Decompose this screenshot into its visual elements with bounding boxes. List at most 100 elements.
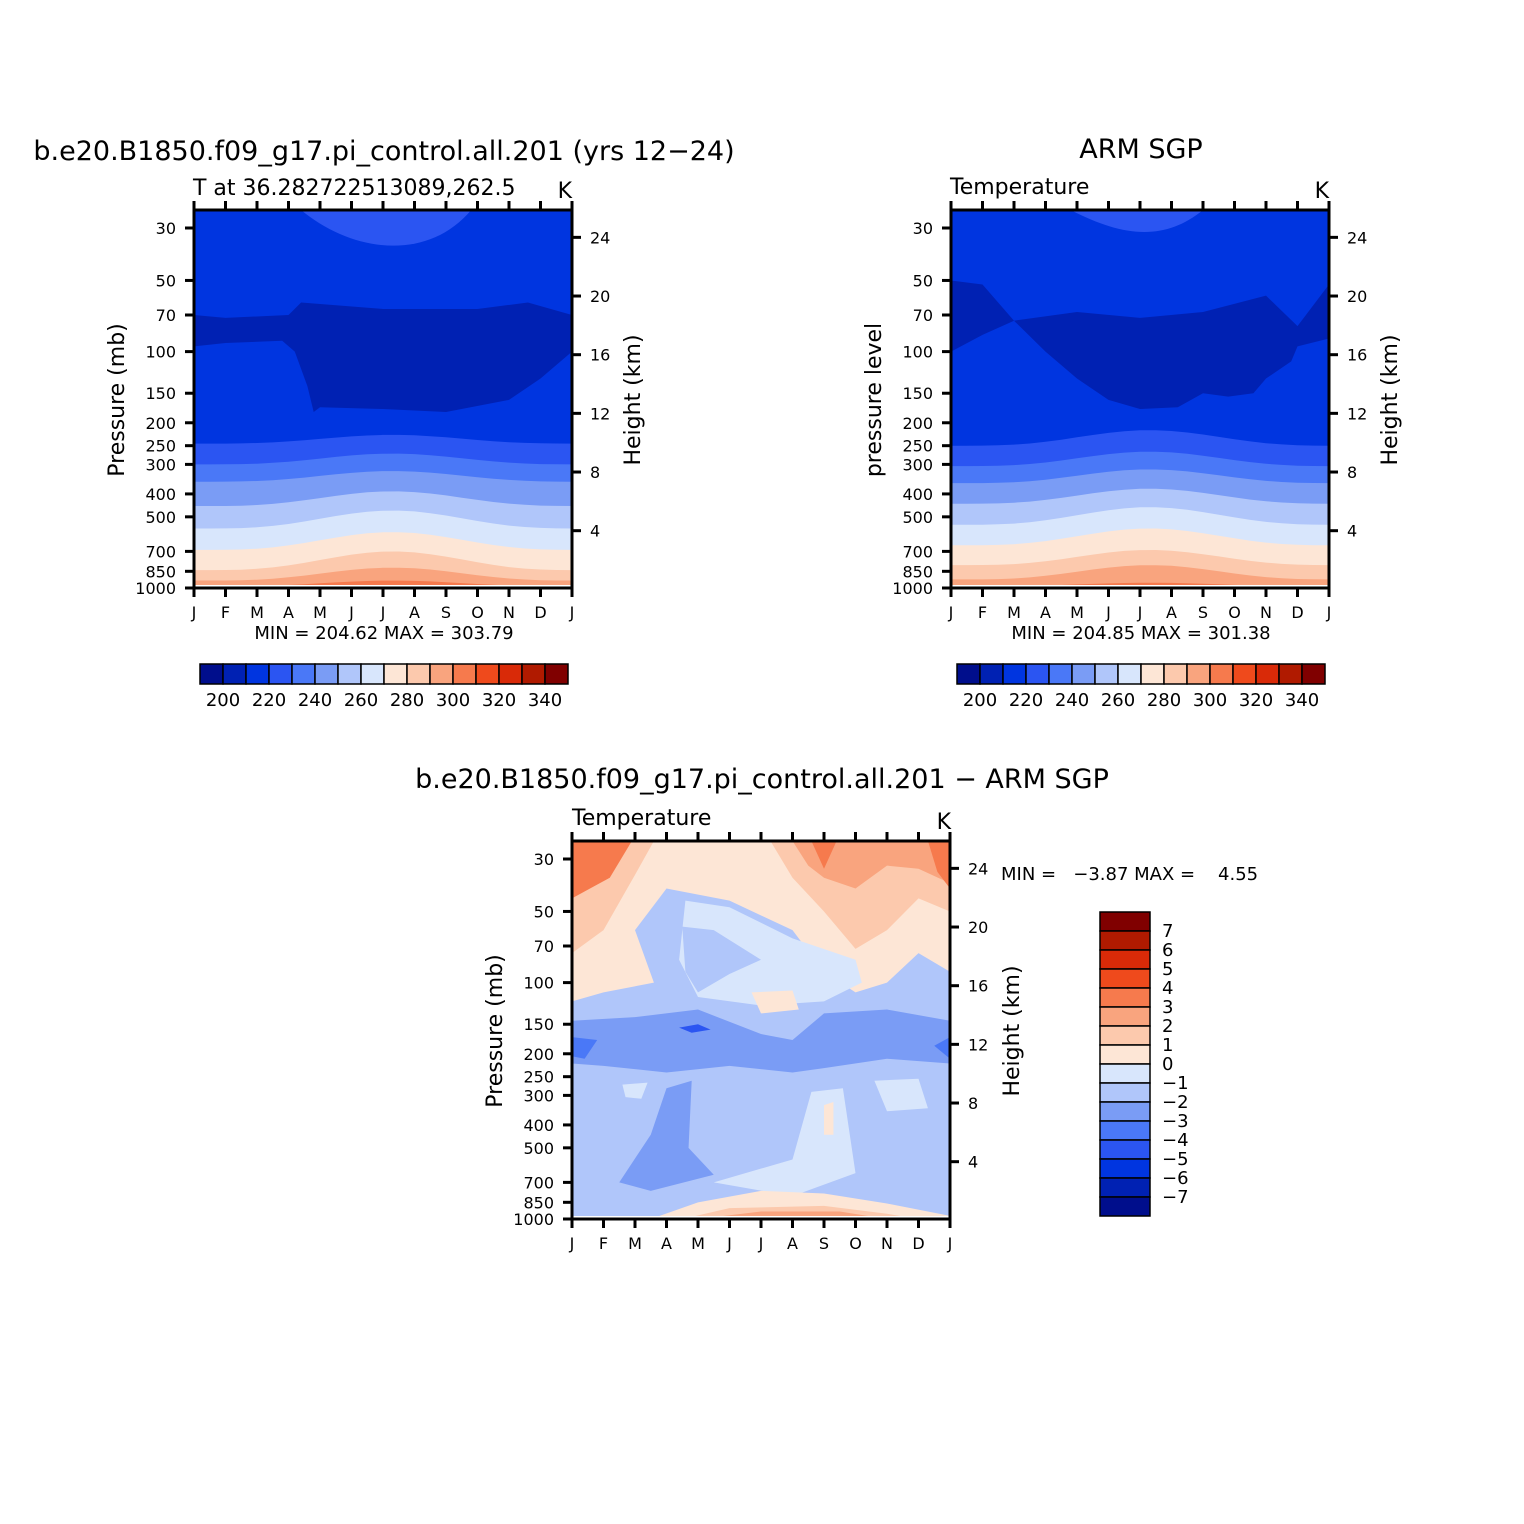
pressure-label: 1000 bbox=[513, 1210, 554, 1229]
month-label: S bbox=[441, 603, 451, 622]
panel-diff-units: K bbox=[937, 810, 952, 835]
colorbar-swatch bbox=[1094, 663, 1119, 685]
month-label: S bbox=[1198, 603, 1208, 622]
band-tropopause-minus2 bbox=[572, 1009, 950, 1073]
pressure-label: 400 bbox=[902, 485, 933, 504]
height-label: 24 bbox=[968, 859, 988, 878]
band-upper-warm bbox=[301, 210, 472, 246]
month-label: A bbox=[1166, 603, 1177, 622]
colorbar-swatch bbox=[1140, 663, 1165, 685]
pressure-label: 200 bbox=[902, 414, 933, 433]
colorbar-swatch bbox=[452, 663, 477, 685]
colorbar-label: 260 bbox=[344, 690, 378, 711]
month-label: M bbox=[313, 603, 327, 622]
pressure-label: 400 bbox=[523, 1116, 554, 1135]
pressure-label: 100 bbox=[145, 343, 176, 362]
pressure-label: 50 bbox=[913, 271, 933, 290]
panel-obs-units: K bbox=[1315, 179, 1330, 204]
colorbar-swatch bbox=[1099, 1063, 1151, 1084]
height-label: 24 bbox=[590, 228, 610, 247]
colorbar-label: −3 bbox=[1162, 1111, 1189, 1132]
colorbar-label: −5 bbox=[1162, 1149, 1189, 1170]
month-label: N bbox=[1260, 603, 1272, 622]
month-label: M bbox=[1070, 603, 1084, 622]
height-label: 16 bbox=[590, 346, 610, 365]
colorbar-swatch bbox=[1099, 1006, 1151, 1027]
month-label: O bbox=[849, 1234, 862, 1253]
colorbar-label: 320 bbox=[482, 690, 516, 711]
pressure-label: 500 bbox=[523, 1139, 554, 1158]
colorbar-label: 300 bbox=[1193, 690, 1227, 711]
panel-diff: b.e20.B1850.f09_g17.pi_control.all.201 −… bbox=[415, 764, 1258, 1253]
height-label: 20 bbox=[968, 918, 988, 937]
month-label: M bbox=[691, 1234, 705, 1253]
colorbar-swatch bbox=[979, 663, 1004, 685]
height-label: 8 bbox=[1347, 463, 1357, 482]
pressure-label: 30 bbox=[534, 850, 554, 869]
pressure-label: 200 bbox=[523, 1045, 554, 1064]
pressure-label: 30 bbox=[913, 219, 933, 238]
colorbar-swatch bbox=[268, 663, 293, 685]
panel-model-right-axis-label: Height (km) bbox=[621, 334, 646, 465]
band-upper-plus3-left bbox=[572, 841, 632, 899]
month-label: A bbox=[283, 603, 294, 622]
colorbar-swatch bbox=[1099, 949, 1151, 970]
pressure-label: 1000 bbox=[135, 579, 176, 598]
height-label: 16 bbox=[968, 977, 988, 996]
colorbar-label: −2 bbox=[1162, 1092, 1189, 1113]
band-upper-plus2-right bbox=[792, 841, 950, 889]
colorbar-label: 7 bbox=[1162, 921, 1173, 942]
colorbar-swatch bbox=[956, 663, 981, 685]
colorbar-swatch bbox=[475, 663, 500, 685]
panel-model-colorbar: 200 220 240 260 280 300 320 340 bbox=[199, 663, 569, 711]
pressure-label: 500 bbox=[145, 508, 176, 527]
pressure-label: 250 bbox=[145, 437, 176, 456]
band-pocket-b bbox=[874, 1078, 928, 1112]
colorbar-swatch bbox=[222, 663, 247, 685]
pressure-label: 100 bbox=[523, 974, 554, 993]
band-mid-minus0 bbox=[713, 1088, 856, 1197]
band-upper-plus3-center bbox=[811, 841, 837, 869]
panel-diff-stats: MIN = −3.87 MAX = 4.55 bbox=[1001, 864, 1258, 885]
month-label: J bbox=[1105, 603, 1111, 622]
band-strat-minus0 bbox=[679, 900, 862, 1006]
band-pocket-a bbox=[622, 1082, 648, 1099]
month-label: J bbox=[948, 603, 954, 622]
colorbar-swatch bbox=[1232, 663, 1257, 685]
colorbar-swatch bbox=[383, 663, 408, 685]
pressure-label: 150 bbox=[902, 384, 933, 403]
panel-diff-axes: J F M A M J J A S O N D J305070100150200250300400500… bbox=[513, 832, 988, 1253]
colorbar-swatch bbox=[1099, 1082, 1151, 1103]
panel-obs-variable-label: Temperature bbox=[949, 175, 1089, 200]
pressure-label: 70 bbox=[913, 306, 933, 325]
pressure-label: 250 bbox=[902, 437, 933, 456]
band-upper-plus3-right bbox=[927, 841, 950, 889]
panel-obs-stats: MIN = 204.85 MAX = 301.38 bbox=[1011, 623, 1270, 644]
panel-obs-axes: J F M A M J J A S O N D J305070100150200250300400500… bbox=[892, 201, 1367, 622]
colorbar-swatch bbox=[429, 663, 454, 685]
colorbar-label: −6 bbox=[1162, 1168, 1189, 1189]
colorbar-swatch bbox=[1099, 1139, 1151, 1160]
colorbar-label: 0 bbox=[1162, 1054, 1173, 1075]
month-label: J bbox=[569, 603, 575, 622]
band-mid-warm-sliver bbox=[824, 1102, 834, 1135]
colorbar-label: −7 bbox=[1162, 1187, 1189, 1208]
colorbar-swatch bbox=[1163, 663, 1188, 685]
colorbar-label: 4 bbox=[1162, 978, 1173, 999]
height-label: 12 bbox=[1347, 404, 1367, 423]
colorbar-swatch bbox=[1099, 1196, 1151, 1217]
month-label: J bbox=[348, 603, 354, 622]
colorbar-label: 280 bbox=[390, 690, 424, 711]
band-troposphere-8 bbox=[194, 567, 572, 588]
colorbar-label: −4 bbox=[1162, 1130, 1189, 1151]
pressure-label: 250 bbox=[523, 1068, 554, 1087]
pressure-label: 300 bbox=[145, 455, 176, 474]
month-label: J bbox=[758, 1234, 764, 1253]
pressure-label: 50 bbox=[534, 902, 554, 921]
colorbar-swatch bbox=[1099, 911, 1151, 932]
colorbar-label: 240 bbox=[298, 690, 332, 711]
month-label: F bbox=[599, 1234, 608, 1253]
month-label: D bbox=[1291, 603, 1303, 622]
